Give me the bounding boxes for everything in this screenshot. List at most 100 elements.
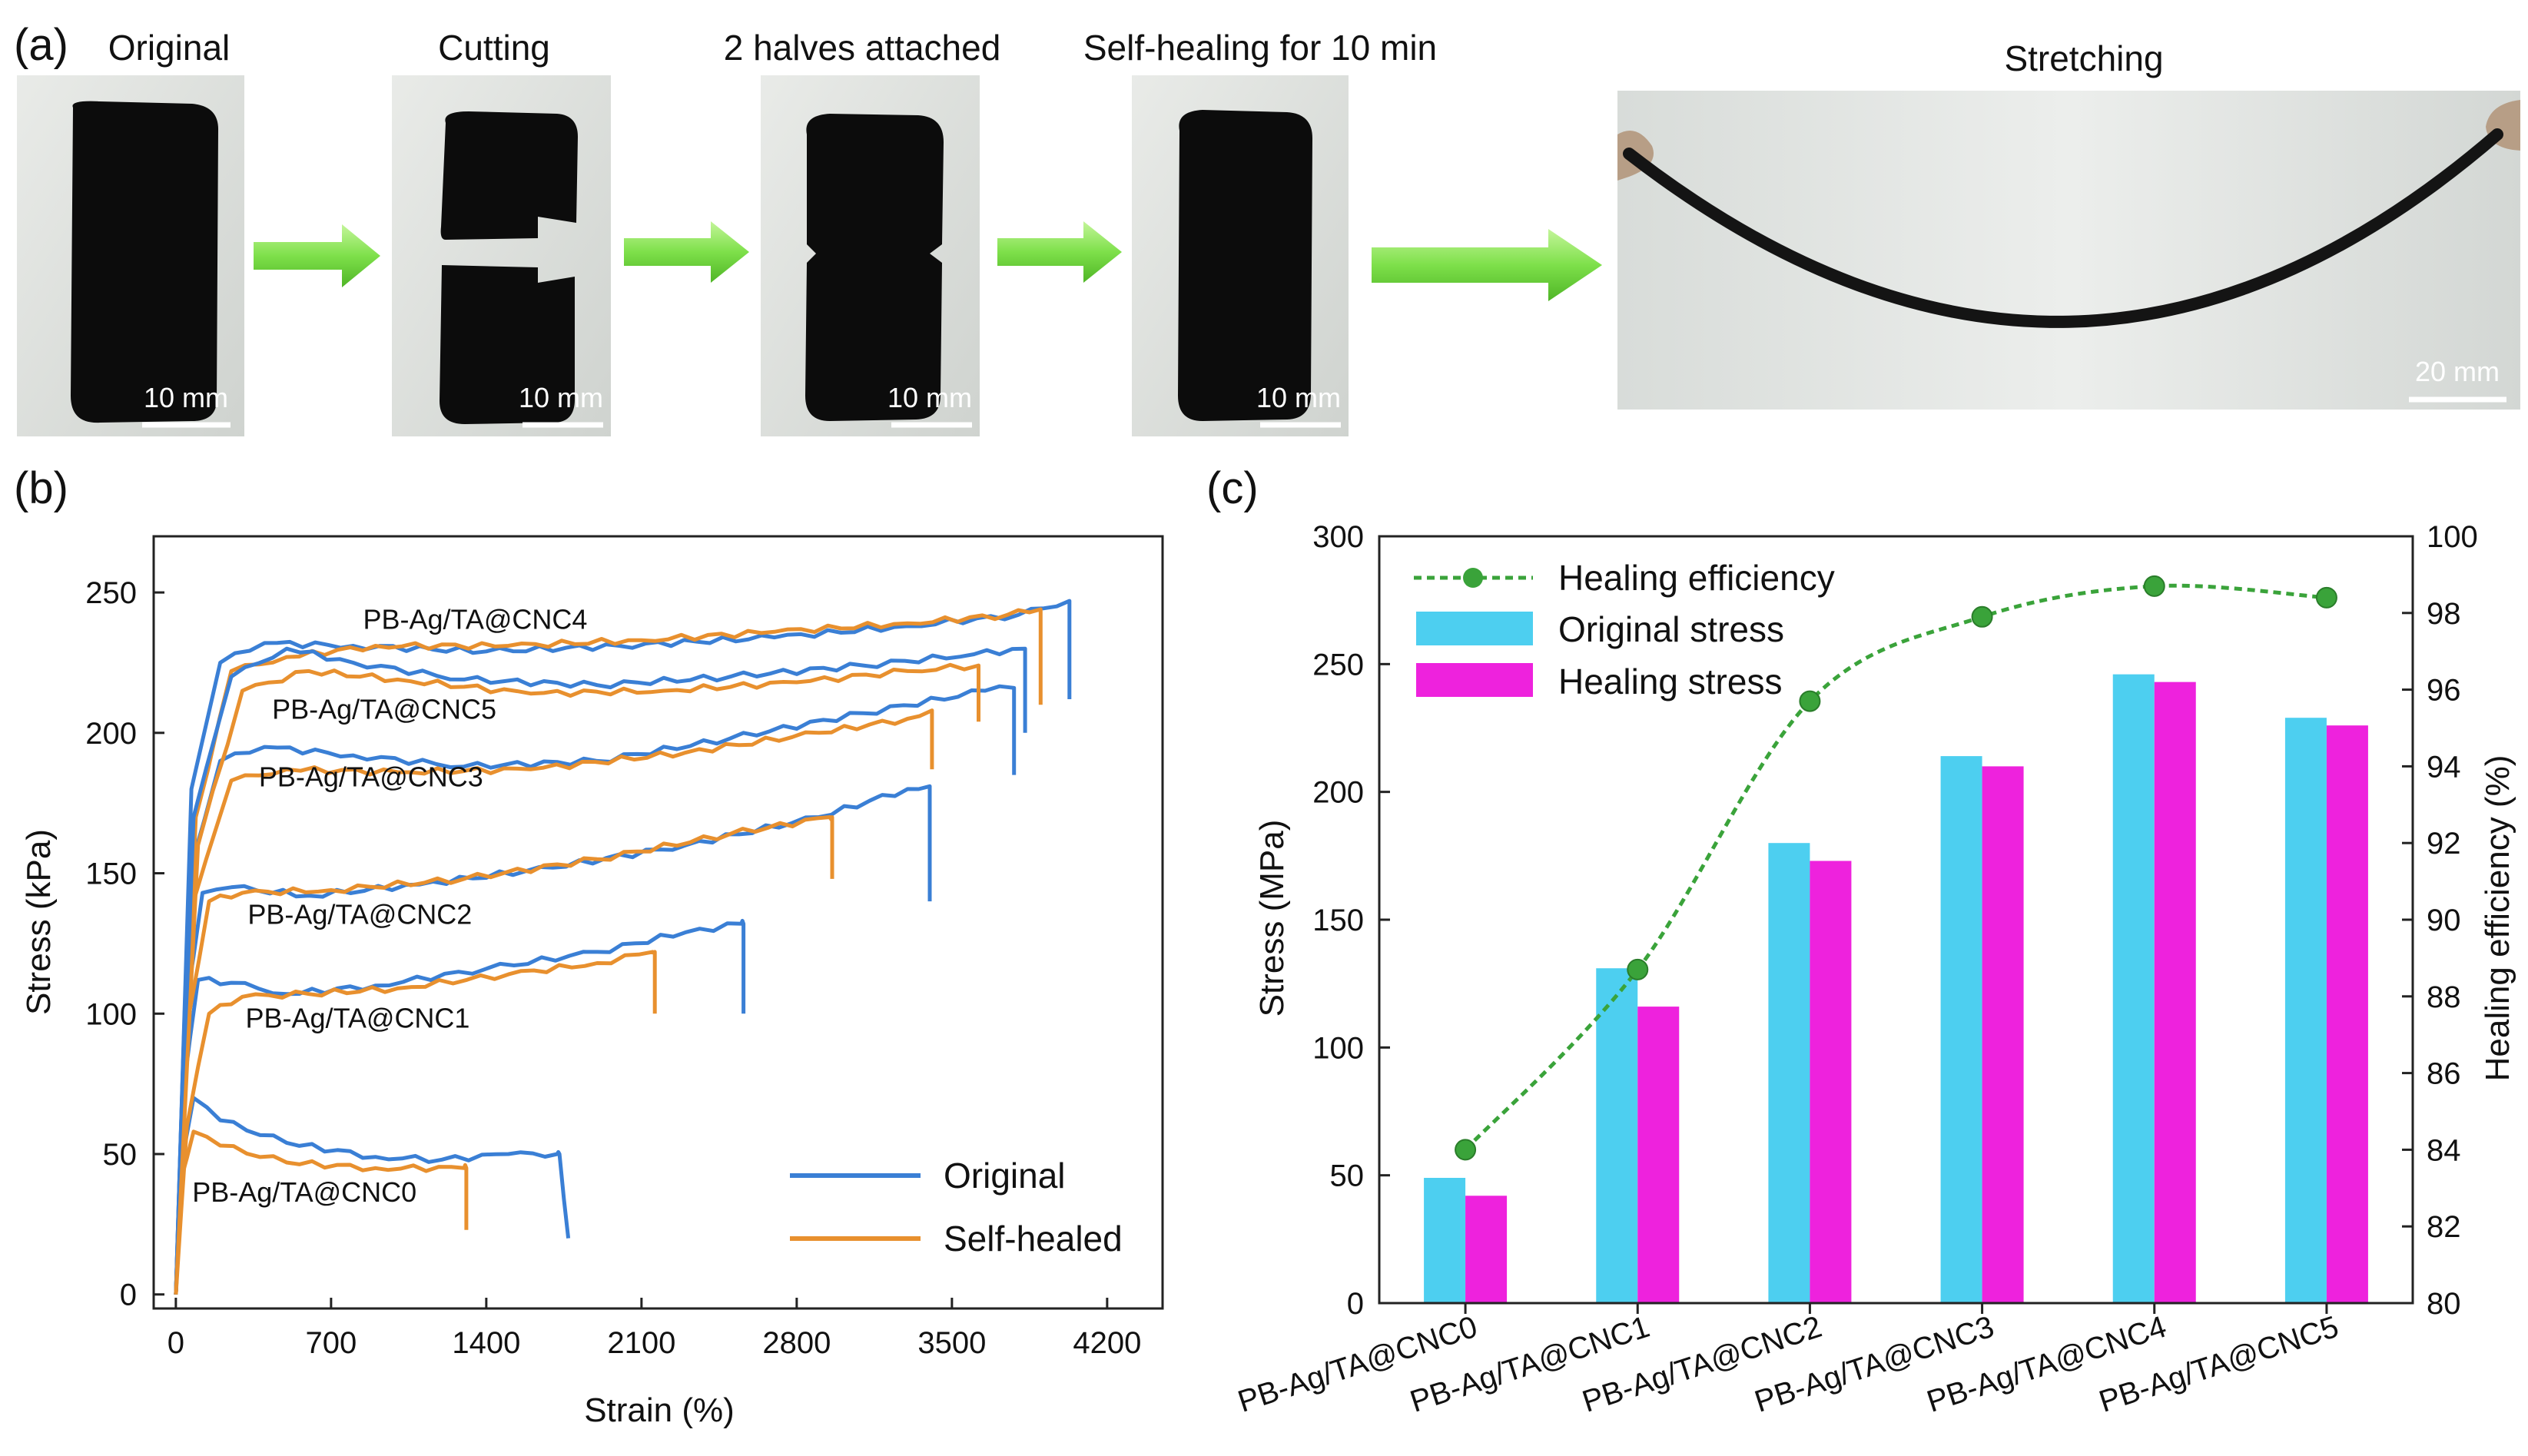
bar-healing-stress-4 bbox=[2154, 682, 2196, 1303]
scale-label-halves: 10 mm bbox=[887, 382, 972, 413]
efficiency-point-1 bbox=[1627, 958, 1649, 980]
step-title-halves-attached: 2 halves attached bbox=[724, 28, 1001, 68]
scale-label-self-healing: 10 mm bbox=[1256, 382, 1341, 413]
legend-c-original-swatch bbox=[1416, 612, 1533, 645]
y2-tick-label-c: 84 bbox=[2427, 1133, 2461, 1167]
sample-cutting-top-half bbox=[440, 111, 578, 240]
y-tick-label-c: 50 bbox=[1330, 1159, 1365, 1193]
y2-tick-label-c: 80 bbox=[2427, 1287, 2461, 1321]
efficiency-point-3 bbox=[1971, 605, 1993, 628]
y-tick-label-b: 250 bbox=[85, 576, 137, 610]
curve-labels: PB-Ag/TA@CNC4 PB-Ag/TA@CNC5 PB-Ag/TA@CNC3 P… bbox=[192, 604, 587, 1209]
y-tick-label-b: 150 bbox=[85, 857, 137, 891]
legend-c-healing-swatch bbox=[1416, 663, 1533, 697]
legend-b-self-healed-label: Self-healed bbox=[944, 1219, 1123, 1259]
bar-original-stress-0 bbox=[1424, 1177, 1466, 1303]
panel-b-ticks: 0 700 1400 2100 2800 3500 4200 0 50 100 150 200 250 bbox=[85, 576, 1141, 1360]
arrow-step-3 bbox=[997, 221, 1122, 283]
y-tick-label-b: 0 bbox=[120, 1279, 137, 1312]
curve-pb-ag-ta-cnc1-original bbox=[174, 918, 746, 1295]
curve-pb-ag-ta-cnc1-self-healed bbox=[174, 950, 657, 1295]
curve-pb-ag-ta-cnc3-self-healed bbox=[174, 708, 934, 1295]
healing-efficiency-line bbox=[1455, 575, 2337, 1161]
panel-c-letter: (c) bbox=[1206, 463, 1259, 513]
y-axis-title-c: Stress (MPa) bbox=[1253, 820, 1291, 1017]
panel-b-frame bbox=[152, 535, 1164, 1310]
sample-halves-attached bbox=[805, 114, 944, 421]
legend-c-healing-label: Healing stress bbox=[1558, 662, 1782, 701]
step-title-stretching: Stretching bbox=[2004, 38, 2163, 78]
bar-original-stress-5 bbox=[2284, 718, 2327, 1303]
bar-original-stress-1 bbox=[1596, 968, 1638, 1303]
arrow-step-4 bbox=[1372, 229, 1602, 301]
x-tick-label-b: 2800 bbox=[762, 1326, 831, 1360]
y2-tick-label-c: 100 bbox=[2427, 520, 2478, 554]
curve-pb-ag-ta-cnc4-original bbox=[174, 599, 1072, 1295]
panel-b: (b) 0 700 1400 2100 2800 3500 4200 0 50 100 150 200… bbox=[14, 463, 1164, 1429]
arrow-step-1 bbox=[254, 224, 380, 287]
bar-original-stress-3 bbox=[1940, 756, 1982, 1303]
curve-label: PB-Ag/TA@CNC3 bbox=[259, 761, 483, 792]
curve-pb-ag-ta-cnc2-original bbox=[174, 784, 932, 1295]
y2-tick-label-c: 86 bbox=[2427, 1057, 2461, 1091]
curve-label: PB-Ag/TA@CNC5 bbox=[272, 694, 496, 725]
y2-tick-label-c: 88 bbox=[2427, 980, 2461, 1014]
x-tick-label-b: 700 bbox=[305, 1326, 357, 1360]
panel-c-frame bbox=[1378, 535, 2414, 1305]
y2-tick-label-c: 96 bbox=[2427, 674, 2461, 708]
y-tick-label-c: 250 bbox=[1312, 648, 1364, 682]
x-tick-label-b: 1400 bbox=[452, 1326, 520, 1360]
legend-c-efficiency-marker bbox=[1463, 568, 1483, 588]
panel-a: (a) Original 10 mm Cutting 10 mm 2 halve… bbox=[14, 20, 2520, 436]
y-tick-label-b: 200 bbox=[85, 717, 137, 751]
x-axis-title-b: Strain (%) bbox=[584, 1391, 735, 1429]
legend-b: Original Self-healed bbox=[790, 1156, 1123, 1259]
photo-original: Original 10 mm bbox=[17, 28, 244, 436]
bar-original-stress-4 bbox=[2112, 674, 2155, 1303]
step-title-cutting: Cutting bbox=[438, 28, 550, 68]
curve-pb-ag-ta-cnc2-self-healed bbox=[174, 815, 834, 1295]
bar-original-stress-2 bbox=[1768, 843, 1810, 1303]
legend-c-original-label: Original stress bbox=[1558, 609, 1784, 649]
step-title-original: Original bbox=[108, 28, 231, 68]
x-tick-label-b: 3500 bbox=[917, 1326, 986, 1360]
y-tick-label-b: 100 bbox=[85, 997, 137, 1031]
bar-healing-stress-0 bbox=[1465, 1196, 1508, 1303]
curve-label: PB-Ag/TA@CNC2 bbox=[247, 898, 472, 930]
efficiency-point-2 bbox=[1799, 690, 1821, 712]
photo-halves-attached: 2 halves attached 10 mm bbox=[724, 28, 1001, 436]
curve-pb-ag-ta-cnc0-original bbox=[174, 1096, 571, 1295]
photo-cutting: Cutting 10 mm bbox=[392, 28, 611, 436]
y-tick-label-c: 200 bbox=[1312, 776, 1364, 810]
arrow-step-2 bbox=[624, 221, 749, 283]
curve-label: PB-Ag/TA@CNC0 bbox=[192, 1176, 416, 1208]
legend-c: Healing efficiency Original stress Heali… bbox=[1414, 558, 1835, 701]
x-tick-label-b: 0 bbox=[168, 1326, 184, 1360]
stretched-sample bbox=[1623, 128, 2503, 328]
curve-label: PB-Ag/TA@CNC4 bbox=[363, 604, 587, 635]
y-tick-label-c: 100 bbox=[1312, 1031, 1364, 1065]
legend-b-original-label: Original bbox=[944, 1156, 1066, 1196]
stress-bars bbox=[1424, 674, 2368, 1303]
y2-tick-label-c: 98 bbox=[2427, 597, 2461, 631]
curve-label: PB-Ag/TA@CNC1 bbox=[246, 1003, 470, 1034]
panel-a-letter: (a) bbox=[14, 20, 68, 70]
y-axis-title-b: Stress (kPa) bbox=[20, 829, 58, 1015]
strain-stress-curves bbox=[174, 599, 1072, 1295]
step-title-self-healing: Self-healing for 10 min bbox=[1083, 28, 1437, 68]
panel-c-ticks: 0 50 100 150 200 250 300 80 82 84 86 88 90 92 94 96 98 10… bbox=[1312, 520, 2478, 1321]
efficiency-point-4 bbox=[2143, 575, 2165, 597]
y2-tick-label-c: 82 bbox=[2427, 1210, 2461, 1244]
sample-cutting-bottom-half bbox=[440, 265, 575, 424]
bar-healing-stress-1 bbox=[1637, 1007, 1680, 1303]
efficiency-point-5 bbox=[2315, 586, 2337, 609]
efficiency-point-0 bbox=[1455, 1139, 1477, 1161]
sample-self-healed bbox=[1178, 110, 1312, 421]
category-labels: PB-Ag/TA@CNC0PB-Ag/TA@CNC1PB-Ag/TA@CNC2P… bbox=[1234, 1310, 2343, 1419]
y2-tick-label-c: 90 bbox=[2427, 904, 2461, 937]
x-tick-label-b: 2100 bbox=[607, 1326, 675, 1360]
photo-stretching: Stretching 20 mm bbox=[1617, 38, 2520, 410]
panel-c: (c) 0 50 100 150 200 250 300 80 82 84 86 88 90 92 94 96… bbox=[1206, 463, 2516, 1419]
curve-pb-ag-ta-cnc5-original bbox=[174, 646, 1027, 1295]
sample-original bbox=[71, 101, 219, 423]
